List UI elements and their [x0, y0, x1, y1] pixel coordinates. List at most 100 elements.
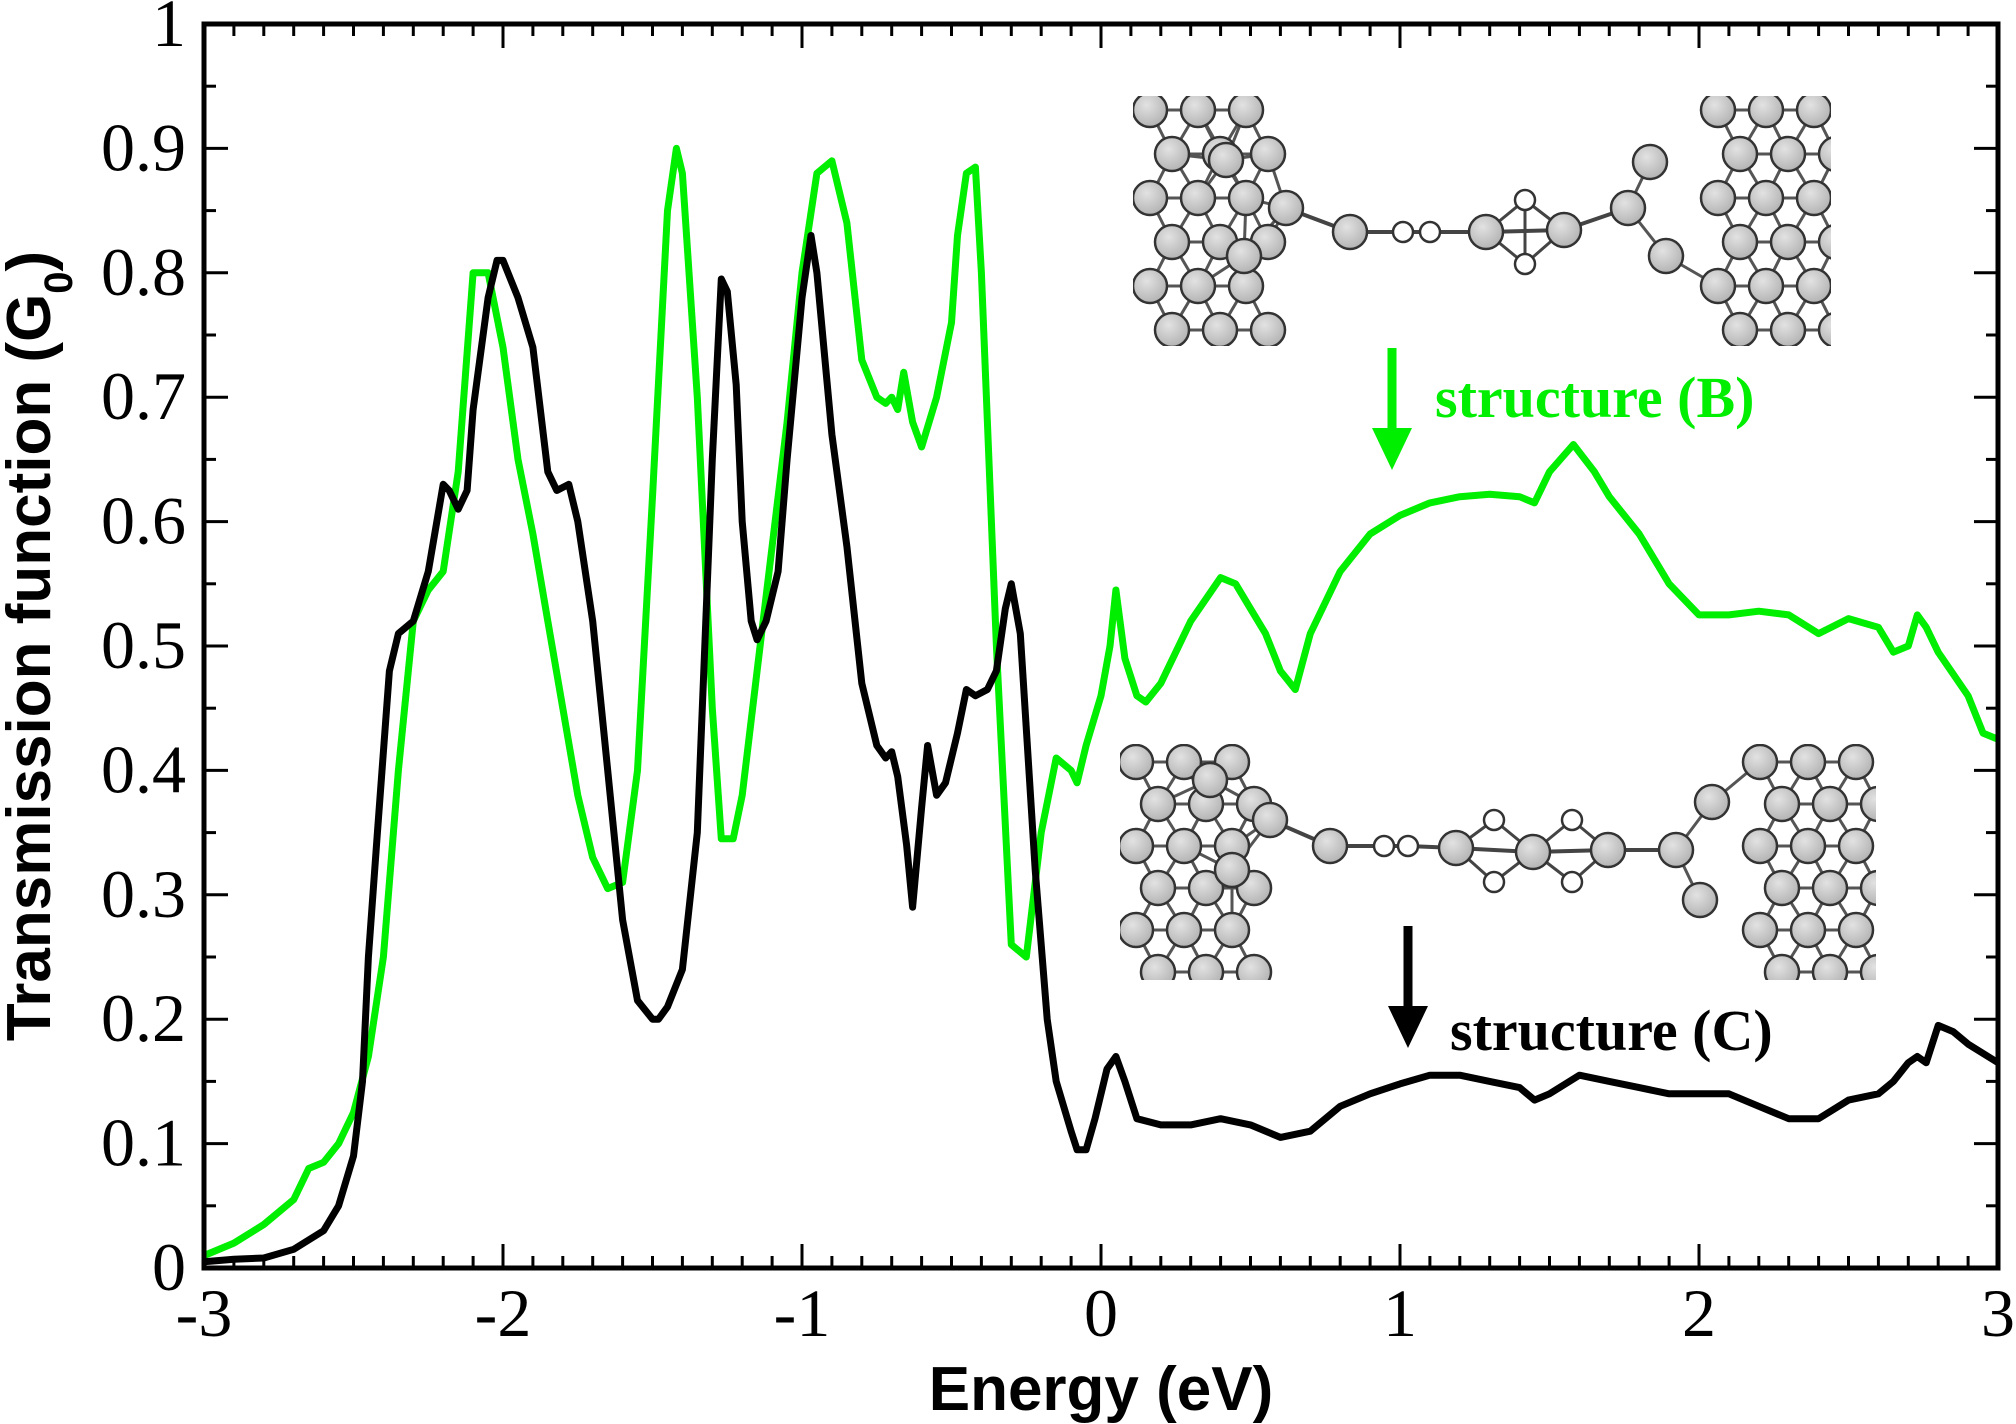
small-atom: [1513, 252, 1537, 276]
atom: [1213, 911, 1251, 949]
small-atom: [1391, 220, 1415, 244]
atom: [1249, 311, 1287, 346]
atom: [1201, 311, 1239, 346]
annotation-structure-b: structure (B): [1372, 348, 1754, 470]
atom: [1153, 135, 1191, 173]
arrow-c-head: [1388, 1006, 1428, 1048]
atom: [1179, 267, 1217, 305]
atom: [1811, 785, 1849, 823]
atom: [1165, 827, 1203, 865]
atom: [1817, 312, 1831, 346]
atom: [1795, 96, 1831, 129]
atom: [1139, 953, 1177, 980]
small-atom: [1396, 834, 1420, 858]
small-atom: [1513, 188, 1537, 212]
atom: [1769, 223, 1807, 261]
atom: [1741, 827, 1779, 865]
atom: [1763, 953, 1801, 980]
y-axis-label-subscript: 0: [37, 271, 81, 293]
atom: [1811, 869, 1849, 907]
atom: [1817, 136, 1831, 172]
small-atom: [1482, 870, 1506, 894]
atom: [1837, 744, 1875, 781]
atom: [1747, 267, 1785, 305]
atom: [1213, 851, 1251, 889]
small-atom: [1372, 834, 1396, 858]
atom: [1227, 179, 1265, 217]
atom: [1179, 96, 1217, 129]
atom: [1133, 179, 1169, 217]
atom: [1681, 881, 1719, 919]
atom: [1747, 179, 1785, 217]
x-tick-label: -3: [176, 1275, 233, 1351]
atom: [1251, 801, 1289, 839]
atom: [1225, 237, 1263, 275]
atom: [1741, 744, 1779, 781]
atom: [1589, 831, 1627, 869]
atom: [1647, 237, 1685, 275]
atom: [1249, 135, 1287, 173]
atom: [1139, 785, 1177, 823]
atom: [1789, 911, 1827, 949]
atom: [1467, 213, 1505, 251]
atom: [1763, 785, 1801, 823]
atom: [1747, 96, 1785, 129]
annotation-structure-c: structure (C): [1388, 926, 1773, 1063]
series-layer: [204, 144, 1998, 1266]
atom: [1227, 96, 1265, 129]
annotation-text-b: structure (B): [1435, 365, 1754, 430]
y-tick-label: 0.7: [101, 358, 186, 434]
atom: [1631, 143, 1669, 181]
atom: [1133, 96, 1169, 129]
y-tick-label: 0.4: [101, 731, 186, 807]
atom: [1693, 783, 1731, 821]
y-tick-label: 0.3: [101, 856, 186, 932]
atom: [1789, 827, 1827, 865]
atom: [1120, 744, 1155, 781]
atom: [1721, 223, 1759, 261]
atom: [1179, 179, 1217, 217]
x-axis-label: Energy (eV): [929, 1355, 1274, 1424]
arrow-b-head: [1372, 428, 1412, 470]
structure-c-inset: [1120, 744, 1876, 980]
atom: [1191, 761, 1229, 799]
atom: [1133, 267, 1169, 305]
atom: [1837, 911, 1875, 949]
y-axis-label: Transmission function (G0): [0, 251, 81, 1041]
y-tick-label: 0.9: [101, 109, 186, 185]
small-atom: [1560, 808, 1584, 832]
atom: [1721, 135, 1759, 173]
x-tick-label: -1: [774, 1275, 831, 1351]
atom: [1139, 869, 1177, 907]
annotation-text-c: structure (C): [1450, 998, 1773, 1063]
atom: [1514, 833, 1552, 871]
atom: [1699, 179, 1737, 217]
x-tick-label: 0: [1084, 1275, 1118, 1351]
x-tick-label: 1: [1383, 1275, 1417, 1351]
y-tick-label: 0.6: [101, 483, 186, 559]
y-tick-label: 0.8: [101, 234, 186, 310]
atom: [1120, 911, 1155, 949]
series-line-0: [204, 144, 1998, 1260]
x-tick-label: 3: [1981, 1275, 2015, 1351]
atom: [1311, 827, 1349, 865]
y-tick-label: 0.1: [101, 1105, 186, 1181]
atom: [1699, 267, 1737, 305]
tick-labels: -3 -2 -1 0 1 2 3 0 0.1 0.2 0.3 0.4 0.5 0.6 0.7 0.8 0.9 1: [101, 0, 2015, 1351]
atom: [1699, 96, 1737, 129]
atom: [1609, 189, 1647, 227]
y-axis-label-close: ): [0, 251, 64, 272]
atom: [1795, 267, 1831, 305]
x-tick-label: 2: [1682, 1275, 1716, 1351]
atom: [1120, 827, 1155, 865]
atom: [1837, 827, 1875, 865]
atom: [1811, 953, 1849, 980]
atom: [1789, 744, 1827, 781]
small-atom: [1560, 870, 1584, 894]
structure-b-inset: [1133, 96, 1831, 346]
y-tick-label: 1: [152, 0, 186, 61]
atom: [1769, 311, 1807, 346]
atom: [1859, 785, 1876, 823]
atom: [1331, 213, 1369, 251]
